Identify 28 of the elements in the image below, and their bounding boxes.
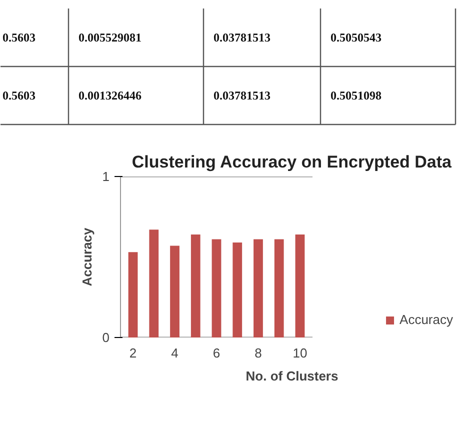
legend-label: Accuracy [400, 312, 453, 327]
y-axis-title: Accuracy [79, 226, 94, 286]
bar [212, 239, 222, 338]
bar [190, 234, 200, 338]
x-tick-label: 2 [129, 346, 137, 360]
x-tick-label: 4 [171, 346, 178, 360]
bar [274, 239, 284, 338]
bar [149, 230, 159, 338]
x-tick-label: 8 [254, 346, 262, 360]
bar [295, 234, 305, 338]
bar [232, 242, 242, 338]
bar [254, 239, 263, 338]
text: 0.03781513 [214, 88, 270, 102]
text: 0.001326446 [78, 88, 142, 102]
y-tick-label: 0 [102, 330, 110, 345]
x-axis-title: No. of Clusters [246, 368, 338, 384]
bar [170, 246, 180, 338]
y-tick-label: 1 [102, 169, 110, 184]
text: 0.5603 [2, 30, 36, 44]
bar [128, 252, 138, 338]
chart-title: Clustering Accuracy on Encrypted Data [132, 152, 452, 172]
x-tick-label: 6 [212, 346, 220, 360]
text: 0.5603 [2, 88, 36, 102]
text: 0.5051098 [330, 88, 382, 102]
text: 0.5050543 [330, 30, 382, 44]
text: 0.03781513 [214, 30, 270, 44]
x-tick-label: 10 [292, 346, 308, 360]
text: 0.005529081 [78, 30, 142, 44]
